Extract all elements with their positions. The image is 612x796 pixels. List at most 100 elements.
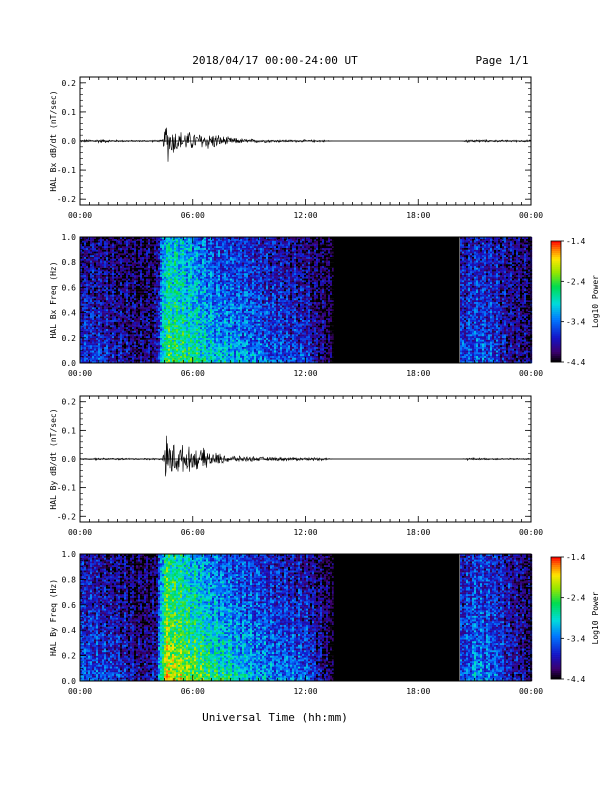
spectrogram-cell	[82, 271, 84, 273]
spectrogram-cell	[98, 280, 100, 282]
spectrogram-cell	[126, 336, 128, 338]
spectrogram-cell	[204, 246, 206, 248]
spectrogram-cell	[108, 280, 110, 282]
spectrogram-cell	[174, 354, 176, 356]
spectrogram-cell	[110, 304, 112, 306]
spectrogram-cell	[196, 293, 198, 295]
spectrogram-cell	[216, 287, 218, 289]
spectrogram-cell	[162, 347, 164, 349]
spectrogram-cell	[178, 253, 180, 255]
spectrogram-cell	[88, 293, 90, 295]
spectrogram-cell	[150, 293, 152, 295]
spectrogram-cell	[160, 307, 162, 309]
spectrogram-cell	[166, 349, 168, 351]
spectrogram-cell	[192, 347, 194, 349]
spectrogram-cell	[94, 318, 96, 320]
spectrogram-cell	[164, 304, 166, 306]
spectrogram-cell	[100, 314, 102, 316]
spectrogram-cell	[214, 251, 216, 253]
spectrogram-cell	[174, 318, 176, 320]
spectrogram-cell	[106, 255, 108, 257]
spectrogram-cell	[198, 264, 200, 266]
spectrogram-cell	[140, 343, 142, 345]
spectrogram-cell	[86, 338, 88, 340]
spectrogram-cell	[132, 338, 134, 340]
spectrogram-cell	[96, 241, 98, 243]
spectrogram-cell	[206, 271, 208, 273]
spectrogram-cell	[154, 331, 156, 333]
spectrogram-cell	[140, 322, 142, 324]
spectrogram-cell	[198, 323, 200, 325]
spectrogram-cell	[88, 248, 90, 250]
spectrogram-cell	[172, 358, 174, 360]
spectrogram-cell	[160, 314, 162, 316]
spectrogram-cell	[206, 284, 208, 286]
spectrogram-cell	[130, 338, 132, 340]
spectrogram-cell	[154, 354, 156, 356]
spectrogram-cell	[174, 262, 176, 264]
spectrogram-cell	[184, 349, 186, 351]
spectrogram-cell	[136, 255, 138, 257]
spectrogram-cell	[136, 293, 138, 295]
spectrogram-cell	[108, 278, 110, 280]
spectrogram-cell	[178, 269, 180, 271]
spectrogram-cell	[190, 296, 192, 298]
spectrogram-cell	[206, 307, 208, 309]
spectrogram-cell	[128, 275, 130, 277]
spectrogram-cell	[168, 359, 170, 361]
spectrogram-cell	[180, 358, 182, 360]
spectrogram-cell	[110, 322, 112, 324]
spectrogram-cell	[196, 284, 198, 286]
spectrogram-cell	[212, 264, 214, 266]
spectrogram-cell	[192, 314, 194, 316]
spectrogram-cell	[116, 314, 118, 316]
spectrogram-cell	[126, 343, 128, 345]
spectrogram-cell	[182, 358, 184, 360]
spectrogram-cell	[186, 259, 188, 261]
spectrogram-cell	[206, 266, 208, 268]
spectrogram-cell	[142, 286, 144, 288]
spectrogram-cell	[166, 269, 168, 271]
spectrogram-cell	[198, 358, 200, 360]
spectrogram-cell	[176, 352, 178, 354]
spectrogram-cell	[136, 280, 138, 282]
spectrogram-cell	[130, 278, 132, 280]
spectrogram-cell	[122, 268, 124, 270]
spectrogram-cell	[174, 282, 176, 284]
spectrogram-cell	[144, 253, 146, 255]
spectrogram-cell	[134, 338, 136, 340]
spectrogram-cell	[204, 298, 206, 300]
spectrogram-cell	[164, 246, 166, 248]
spectrogram-cell	[108, 316, 110, 318]
spectrogram-cell	[206, 255, 208, 257]
spectrogram-cell	[148, 282, 150, 284]
spectrogram-cell	[148, 343, 150, 345]
spectrogram-cell	[200, 358, 202, 360]
spectrogram-cell	[146, 257, 148, 259]
spectrogram-cell	[112, 356, 114, 358]
spectrogram-cell	[100, 282, 102, 284]
spectrogram-cell	[106, 325, 108, 327]
spectrogram-cell	[128, 309, 130, 311]
spectrogram-cell	[126, 311, 128, 313]
spectrogram-cell	[148, 284, 150, 286]
spectrogram-cell	[216, 345, 218, 347]
spectrogram-cell	[164, 280, 166, 282]
spectrogram-cell	[216, 354, 218, 356]
spectrogram-cell	[198, 271, 200, 273]
spectrogram-cell	[110, 260, 112, 262]
spectrogram-cell	[184, 350, 186, 352]
spectrogram-cell	[194, 320, 196, 322]
spectrogram-cell	[104, 284, 106, 286]
spectrogram-cell	[164, 259, 166, 261]
spectrogram-cell	[190, 320, 192, 322]
spectrogram-cell	[130, 350, 132, 352]
spectrogram-cell	[192, 349, 194, 351]
spectrogram-cell	[178, 271, 180, 273]
spectrogram-cell	[108, 325, 110, 327]
spectrogram-cell	[94, 309, 96, 311]
spectrogram-cell	[150, 271, 152, 273]
spectrogram-cell	[202, 260, 204, 262]
spectrogram-cell	[108, 336, 110, 338]
spectrogram-cell	[86, 343, 88, 345]
